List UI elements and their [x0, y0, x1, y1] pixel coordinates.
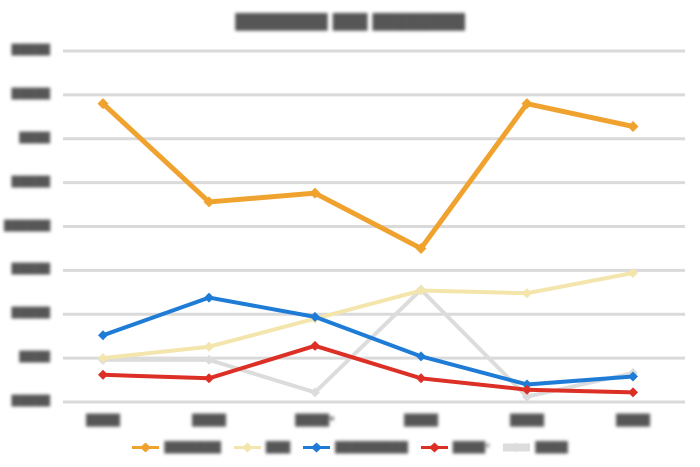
- data-point-marker: [522, 379, 532, 390]
- series-line-3: [101, 343, 635, 395]
- y-axis-tick-label: ██████: [4, 220, 51, 232]
- data-point-marker: [416, 285, 426, 296]
- x-axis-tick-label: ████: [404, 414, 438, 427]
- legend-item: ████*: [420, 441, 491, 454]
- data-point-marker: [628, 387, 638, 398]
- data-point-marker: [310, 340, 320, 351]
- data-point-marker: [415, 242, 427, 254]
- data-point-marker: [203, 196, 215, 208]
- data-point-marker: [204, 292, 214, 303]
- legend-label: ████: [535, 441, 568, 454]
- series-line-2: [101, 295, 635, 387]
- legend-line-marker-icon: [303, 442, 331, 453]
- y-axis-tick-label: ████: [19, 132, 50, 144]
- y-axis-tick-label: █████: [11, 396, 50, 407]
- data-point-marker: [628, 268, 638, 279]
- legend-item: █████████: [303, 441, 408, 454]
- x-axis-tick-label: ████*: [295, 414, 335, 427]
- chart-title: ████████ ███ ████████: [235, 13, 465, 31]
- data-point-marker: [522, 288, 532, 299]
- data-point-marker: [98, 353, 108, 364]
- y-axis-tick-label: █████: [11, 88, 50, 100]
- data-point-marker: [522, 384, 532, 395]
- series-line-1: [101, 271, 635, 361]
- y-axis-tick-label: █████: [11, 308, 50, 320]
- legend-line-marker-icon: [503, 442, 531, 453]
- y-axis-tick-label: █████: [11, 45, 50, 56]
- legend-label: ███████: [164, 441, 221, 454]
- x-axis-tick-label: ████: [86, 414, 120, 427]
- data-point-marker: [98, 369, 108, 380]
- legend-item: ███████: [132, 441, 221, 454]
- data-point-marker: [310, 311, 320, 322]
- legend-line-marker-icon: [420, 442, 448, 453]
- legend-label: ███: [265, 441, 291, 454]
- data-point-marker: [416, 373, 426, 384]
- data-point-marker: [98, 330, 108, 341]
- data-point-marker: [309, 187, 321, 199]
- data-point-marker: [204, 373, 214, 384]
- series-line-4: [101, 287, 635, 399]
- y-axis-tick-label: █████: [11, 176, 50, 188]
- legend-label: ████*: [452, 441, 491, 454]
- data-point-marker: [522, 391, 532, 402]
- data-point-marker: [628, 371, 638, 382]
- legend-item: ███: [233, 441, 291, 454]
- chart-legend: ███████ ███ █████████ ████* ████: [0, 441, 700, 454]
- x-axis-tick-label: ████: [192, 414, 226, 427]
- data-point-marker: [204, 354, 214, 365]
- data-point-marker: [97, 98, 109, 110]
- legend-item: ████: [503, 441, 568, 454]
- legend-label: █████████: [335, 441, 408, 454]
- data-point-marker: [627, 120, 639, 132]
- data-point-marker: [521, 98, 533, 110]
- data-point-marker: [416, 351, 426, 362]
- legend-line-marker-icon: [132, 442, 160, 453]
- data-point-marker: [204, 341, 214, 352]
- y-axis-tick-label: █████: [11, 264, 50, 276]
- x-axis-tick-label: ████: [616, 414, 650, 427]
- data-point-marker: [310, 387, 320, 398]
- x-axis-tick-label: ████: [510, 414, 544, 427]
- legend-line-marker-icon: [233, 442, 261, 453]
- series-line-0: [100, 101, 636, 251]
- y-axis-tick-label: ████: [19, 352, 50, 364]
